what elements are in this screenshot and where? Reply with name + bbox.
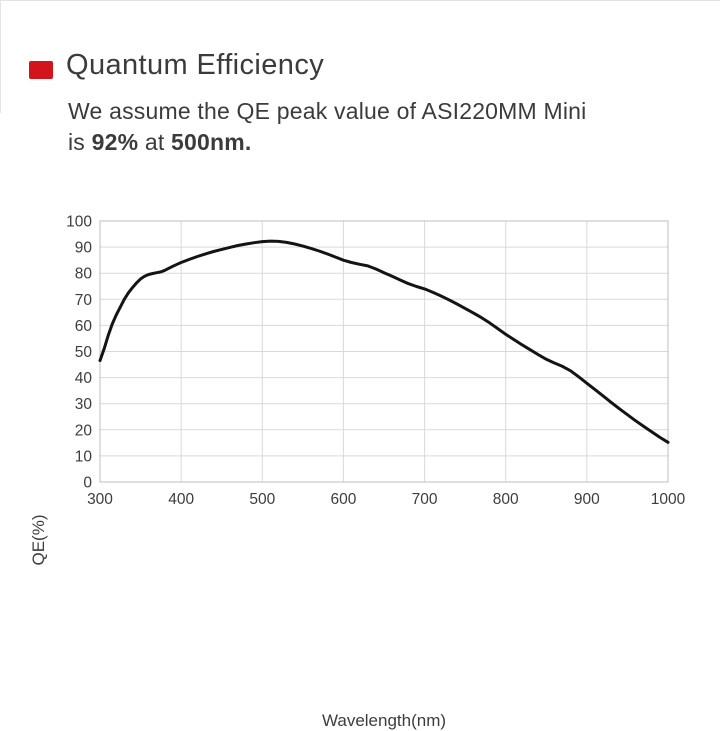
peak-qe-value: 92% [91,129,139,155]
qe-curve [98,239,670,444]
peak-wavelength-value: 500nm. [171,129,252,155]
page-title: Quantum Efficiency [66,49,325,81]
x-tick-label: 1000 [651,491,686,508]
chart-description: We assume the QE peak value of ASI220MM … [68,96,586,158]
description-text: at [138,129,172,155]
description-line-1: We assume the QE peak value of ASI220MM … [68,98,587,124]
y-tick-label: 100 [66,214,92,231]
description-text: is [68,129,92,155]
card-left-edge [0,0,1,113]
y-tick-label: 40 [75,370,93,387]
x-tick-label: 900 [574,491,600,508]
y-tick-label: 50 [75,344,93,361]
x-axis-title: Wavelength(nm) [321,711,447,730]
x-tick-label: 600 [330,491,356,508]
red-bullet-square [29,61,53,79]
x-tick-label: 500 [249,491,275,508]
plot-border [99,220,669,483]
x-tick-label: 400 [168,491,194,508]
y-tick-label: 80 [75,266,93,283]
y-axis-title: QE(%) [29,514,48,566]
x-tick-label: 700 [412,491,438,508]
y-tick-label: 60 [75,318,93,335]
y-tick-label: 20 [75,422,93,439]
y-tick-label: 70 [75,292,93,309]
y-tick-label: 10 [75,448,93,465]
y-tick-label: 90 [75,240,93,257]
description-line-2: is 92% at 500nm. [68,127,586,158]
y-tick-label: 30 [75,396,93,413]
qe-chart: 0 10 20 30 40 50 60 70 80 90 100 300 400 500 600 700 800… [0,185,720,731]
card-top-edge [0,0,720,1]
y-tick-label: 0 [83,475,92,492]
x-tick-label: 800 [493,491,519,508]
qe-chart-svg: 0 10 20 30 40 50 60 70 80 90 100 300 400 500 600 700 800… [66,214,686,509]
x-tick-label: 300 [87,491,113,508]
